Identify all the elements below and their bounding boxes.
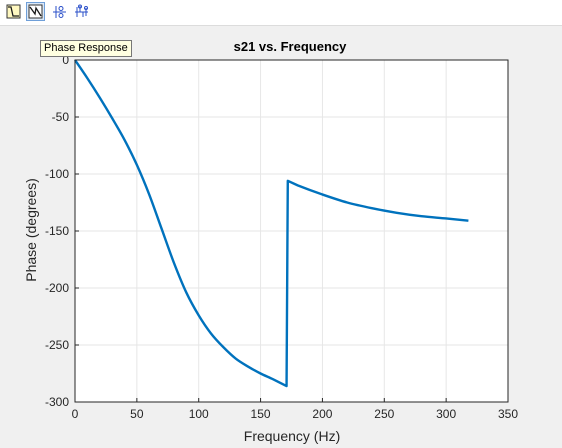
x-tick-label: 200 xyxy=(312,407,332,421)
x-tick-label: 300 xyxy=(436,407,456,421)
plot-frame xyxy=(74,59,509,403)
x-tick-label: 50 xyxy=(130,407,144,421)
chart-title: s21 vs. Frequency xyxy=(234,39,347,54)
impulse-response-icon xyxy=(75,4,88,17)
y-tick-label: -50 xyxy=(52,110,70,124)
toolbar xyxy=(0,0,562,26)
x-tick-label: 250 xyxy=(374,407,394,421)
x-tick-label: 150 xyxy=(251,407,271,421)
y-tick-label: 0 xyxy=(62,53,69,67)
grid xyxy=(75,60,508,402)
magnitude-response-button[interactable] xyxy=(4,2,23,21)
y-tick-label: -250 xyxy=(45,338,69,352)
x-axis-label: Frequency (Hz) xyxy=(244,428,340,444)
impulse-response-button[interactable] xyxy=(72,2,91,21)
series-line xyxy=(74,59,469,388)
pole-zero-button[interactable] xyxy=(50,2,69,21)
x-tick-label: 0 xyxy=(72,407,79,421)
x-tick-label: 350 xyxy=(498,407,518,421)
tooltip: Phase Response xyxy=(40,40,132,57)
x-tick-label: 100 xyxy=(189,407,209,421)
y-tick-label: -300 xyxy=(45,395,69,409)
magnitude-response-icon xyxy=(6,4,21,19)
phase-response-chart: 0 50 100 150 200 250 300 350 0 -50 -100 -150 -200 -2… xyxy=(23,39,518,444)
y-axis-label: Phase (degrees) xyxy=(23,178,39,282)
y-tick-label: -200 xyxy=(45,281,69,295)
pole-zero-icon xyxy=(53,6,66,18)
y-axis-ticks: 0 -50 -100 -150 -200 -250 -300 xyxy=(45,53,79,409)
x-axis-ticks: 0 50 100 150 200 250 300 350 xyxy=(72,398,518,421)
phase-response-icon xyxy=(28,4,43,19)
phase-response-button[interactable] xyxy=(26,2,45,21)
y-tick-label: -100 xyxy=(45,167,69,181)
y-tick-label: -150 xyxy=(45,224,69,238)
